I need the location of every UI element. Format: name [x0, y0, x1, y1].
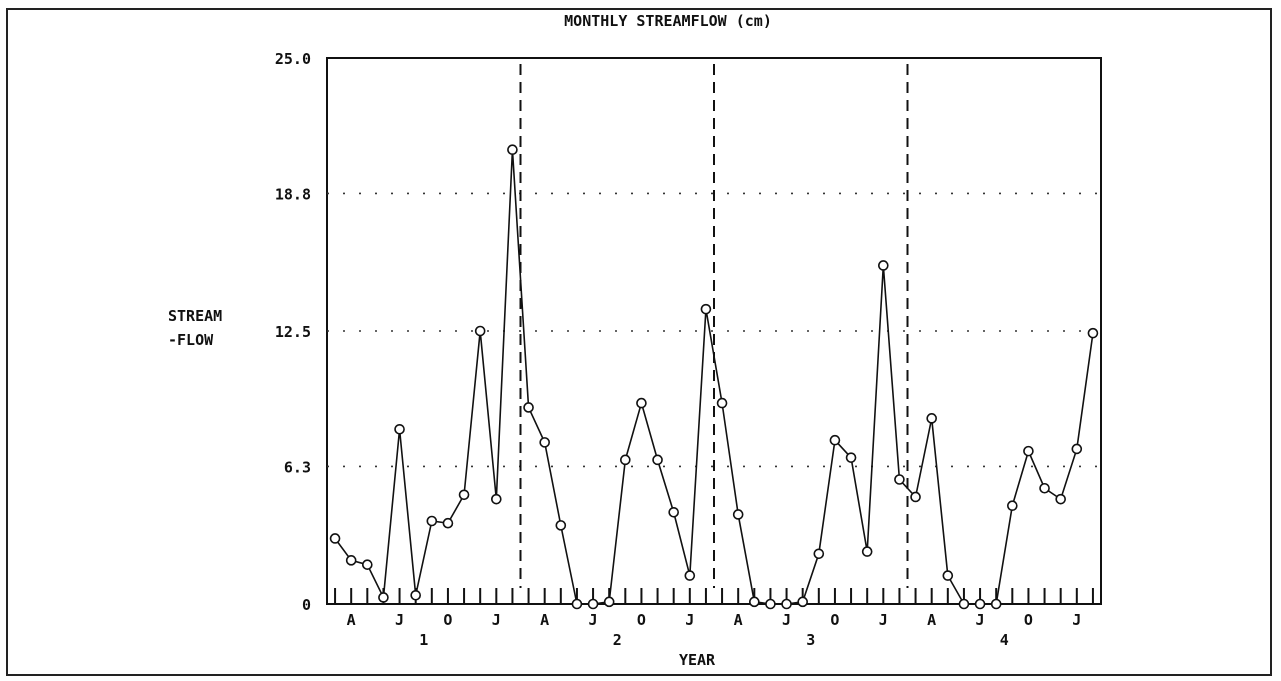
data-point: [684, 570, 696, 581]
data-point: [1055, 493, 1066, 505]
year-label-2: 2: [613, 631, 622, 649]
data-point: [958, 598, 970, 610]
data-point: [813, 548, 825, 560]
data-point: [587, 598, 599, 610]
data-point: [861, 546, 873, 557]
data-point: [426, 515, 438, 527]
data-point: [345, 555, 357, 566]
data-point: [765, 598, 776, 610]
month-tick-label: J: [879, 611, 888, 629]
data-point: [1039, 482, 1050, 494]
data-point: [926, 413, 937, 424]
month-tick-label: O: [637, 611, 646, 629]
y-tick-label-3: 18.8: [275, 185, 311, 203]
y-tick-label-2: 12.5: [275, 323, 311, 341]
data-point: [394, 423, 405, 435]
data-point: [652, 454, 663, 466]
month-tick-label: O: [830, 611, 839, 629]
month-tick-label: O: [1024, 611, 1033, 629]
month-tick-label: J: [1072, 611, 1081, 629]
y-tick-label-1: 6.3: [284, 458, 311, 476]
month-tick-label: A: [540, 611, 549, 629]
data-point: [329, 533, 341, 544]
data-point: [474, 325, 486, 337]
data-point: [603, 596, 615, 608]
data-point: [878, 260, 889, 271]
month-tick-label: A: [927, 611, 936, 629]
month-tick-label: J: [782, 611, 791, 629]
data-point: [797, 596, 808, 608]
data-point: [829, 434, 841, 446]
data-point: [555, 520, 567, 531]
y-axis-label-line2: -FLOW: [168, 331, 214, 349]
data-point: [716, 397, 728, 409]
month-tick-label: J: [492, 611, 501, 629]
year-label-1: 1: [419, 631, 428, 649]
data-point: [378, 592, 389, 603]
year-label-4: 4: [1000, 631, 1009, 649]
month-tick-label: J: [685, 611, 694, 629]
y-axis-label-line1: STREAM: [168, 307, 222, 325]
month-tick-label: A: [347, 611, 356, 629]
data-point: [1087, 327, 1099, 339]
data-point: [894, 474, 905, 485]
data-point: [732, 509, 744, 520]
data-point: [636, 397, 647, 409]
month-tick-label: O: [443, 611, 452, 629]
data-point: [700, 303, 712, 315]
data-point: [942, 570, 954, 581]
data-point: [362, 559, 373, 570]
data-point: [539, 437, 550, 448]
data-point: [571, 598, 583, 610]
data-point: [410, 589, 421, 601]
data-point: [507, 144, 518, 156]
data-point: [749, 596, 760, 608]
data-point: [845, 452, 857, 463]
data-point: [523, 402, 534, 413]
chart-title: MONTHLY STREAMFLOW (cm): [564, 12, 772, 30]
data-point: [458, 489, 470, 501]
data-point: [990, 598, 1002, 610]
y-tick-label-4: 25.0: [275, 50, 311, 68]
data-point: [1071, 443, 1083, 455]
data-point: [668, 506, 679, 518]
year-label-3: 3: [806, 631, 815, 649]
month-tick-label: J: [976, 611, 985, 629]
month-tick-label: J: [395, 611, 404, 629]
data-point: [910, 491, 921, 503]
month-tick-label: J: [589, 611, 598, 629]
data-point: [974, 598, 986, 610]
data-point: [781, 598, 792, 610]
data-point: [442, 517, 454, 529]
month-tick-label: A: [734, 611, 743, 629]
data-point: [1007, 500, 1018, 512]
data-point: [491, 493, 502, 505]
y-tick-label-0: 0: [302, 596, 311, 614]
data-point: [620, 454, 631, 466]
data-point: [1023, 445, 1034, 457]
x-axis-label: YEAR: [679, 651, 716, 669]
chart-frame: [6, 8, 1272, 676]
